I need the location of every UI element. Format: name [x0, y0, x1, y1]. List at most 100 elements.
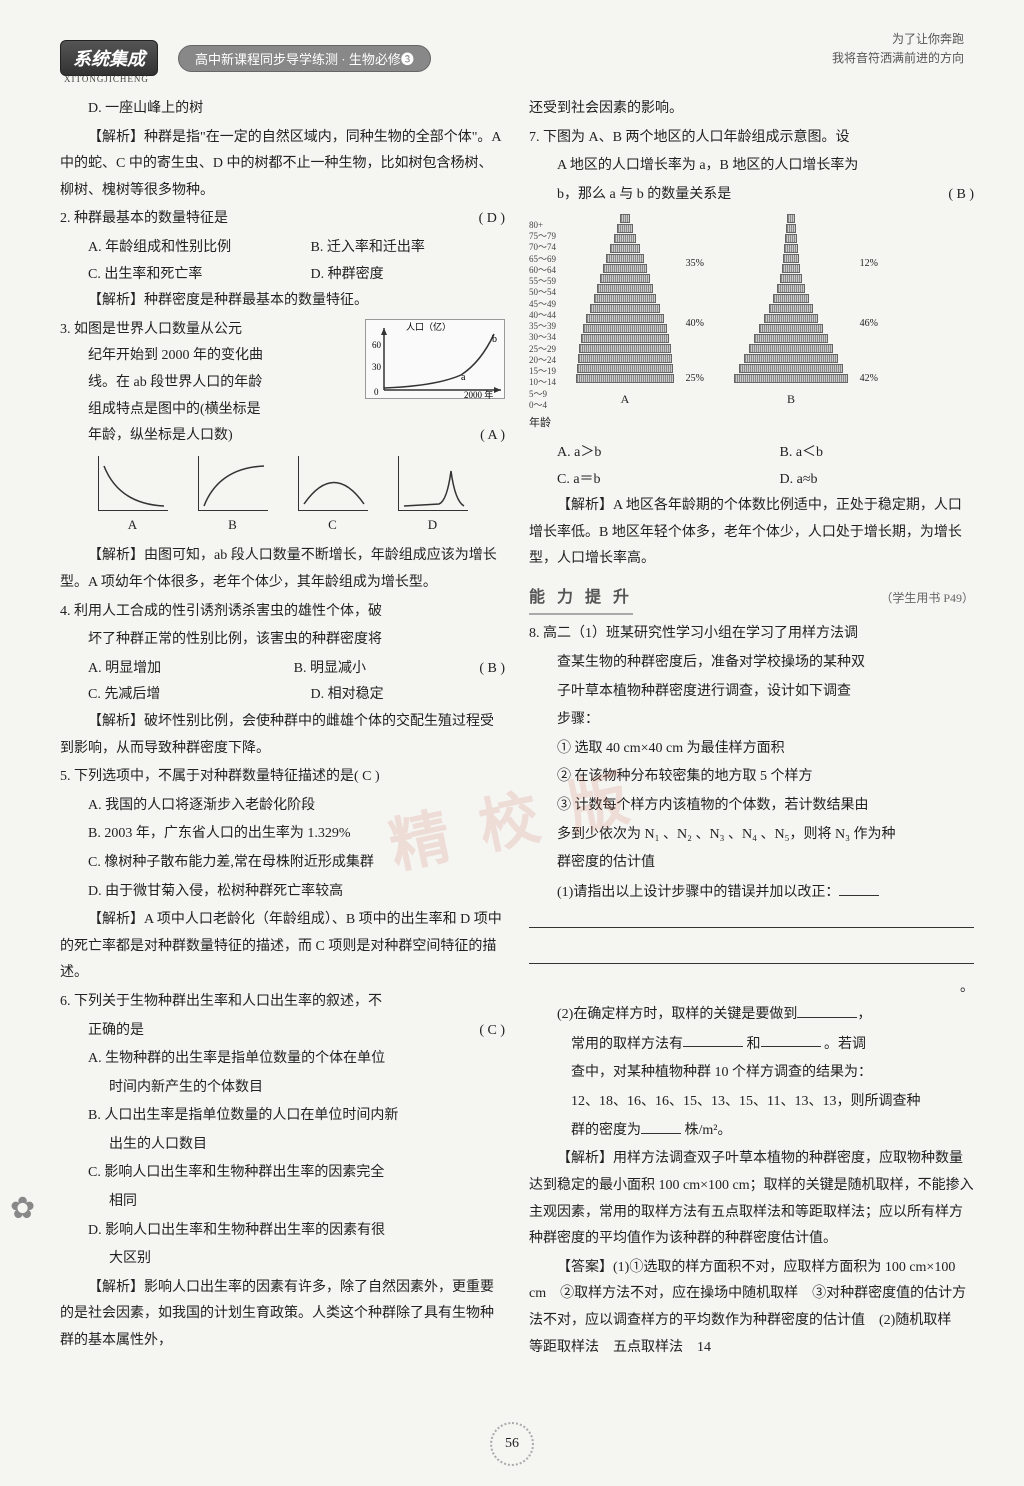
q2-answer: ( D ) — [479, 206, 505, 233]
blank-line-1 — [529, 908, 974, 928]
q2-row2: C. 出生率和死亡率 D. 种群密度 — [60, 262, 505, 289]
q2-explanation: 【解析】种群密度是种群最基本的数量特征。 — [60, 288, 505, 315]
subtitle-pill: 高中新课程同步导学练测 · 生物必修❸ — [178, 45, 431, 72]
q6-answer: ( C ) — [451, 1018, 505, 1045]
q4-b: B. 明显减小 — [266, 656, 472, 683]
q5-a: A. 我国的人口将逐渐步入老龄化阶段 — [60, 793, 505, 820]
q3-l5-text: 年龄，纵坐标是人口数) — [88, 428, 233, 443]
q8-sub2-l4: 12、18、16、16、15、13、15、11、13、13，则所调查种 — [529, 1089, 974, 1116]
q8-sub1: (1)请指出以上设计步骤中的错误并加以改正： — [529, 879, 974, 906]
q5-b: B. 2003 年，广东省人口的出生率为 1.329% — [60, 821, 505, 848]
q7-explanation: 【解析】A 地区各年龄期的个体数比例适中，正处于稳定期，人口增长率低。B 地区年… — [529, 493, 974, 573]
q8-s3-3: 群密度的估计值 — [529, 850, 974, 877]
chart-svg: 60 30 0 a b 2000 年 人口（亿） — [366, 320, 506, 400]
q8-s1: ① 选取 40 cm×40 cm 为最佳样方面积 — [529, 736, 974, 763]
sub2-1: (2)在确定样方时，取样的关键是要做到 — [557, 1007, 797, 1022]
q8-sub2-l5: 群的密度为 株/m²。 — [529, 1117, 974, 1144]
logo-main: 系统集成 — [73, 49, 145, 69]
blank-line-2 — [529, 944, 974, 964]
motto: 为了让你奔跑 我将音符洒满前进的方向 — [832, 30, 964, 68]
q7-answer: ( B ) — [920, 182, 974, 209]
motto-line1: 为了让你奔跑 — [832, 30, 964, 49]
q6-cont: 还受到社会因素的影响。 — [529, 96, 974, 123]
q8-l4: 步骤： — [529, 707, 974, 734]
pyr-a-top: 35% — [686, 254, 704, 273]
sub2-3: 和 — [747, 1036, 761, 1051]
q4-row1: A. 明显增加 B. 明显减小 — [60, 656, 471, 683]
q3-explanation: 【解析】由图可知，ab 段人口数量不断增长，年龄组成应该为增长型。A 项幼年个体… — [60, 543, 505, 596]
svg-text:b: b — [492, 334, 497, 345]
q6-explanation: 【解析】影响人口出生率的因素有许多，除了自然因素外，更重要的是社会因素，如我国的… — [60, 1275, 505, 1355]
q8-sub2-l3: 查中，对某种植物种群 10 个样方调查的结果为： — [529, 1060, 974, 1087]
pyr-a-caption: A — [576, 388, 674, 411]
q7-b: B. a＜b — [752, 440, 975, 467]
curve-c: C — [298, 456, 368, 538]
q4-l1: 4. 利用人工合成的性引诱剂诱杀害虫的雄性个体，破 — [60, 599, 505, 626]
q2-stem: 2. 种群最基本的数量特征是 ( D ) — [60, 206, 505, 233]
q1-opt-d: D. 一座山峰上的树 — [60, 96, 505, 123]
q6-d: D. 影响人口出生率和生物种群出生率的因素有很 — [60, 1218, 505, 1245]
q6-l2: 正确的是 ( C ) — [60, 1018, 505, 1045]
q4-l2: 坏了种群正常的性别比例，该害虫的种群密度将 — [60, 627, 505, 654]
q4-answer: ( B ) — [479, 656, 505, 683]
q6-l2-text: 正确的是 — [88, 1023, 144, 1038]
page-header: 系统集成 XITONGJICHENG 高中新课程同步导学练测 · 生物必修❸ 为… — [60, 40, 974, 76]
q2-row1: A. 年龄组成和性别比例 B. 迁入率和迁出率 — [60, 235, 505, 262]
page-number: 56 — [490, 1422, 534, 1466]
sub2-4: 。若调 — [824, 1036, 866, 1051]
q4-l2-text: 坏了种群正常的性别比例，该害虫的种群密度将 — [88, 632, 382, 647]
q4-explanation: 【解析】破坏性别比例，会使种群中的雌雄个体的交配生殖过程受到影响，从而导致种群密… — [60, 709, 505, 762]
q5-d: D. 由于微甘菊入侵，松树种群死亡率较高 — [60, 879, 505, 906]
left-column: D. 一座山峰上的树 【解析】种群是指"在一定的自然区域内，同种生物的全部个体"… — [60, 96, 505, 1363]
q6-a: A. 生物种群的出生率是指单位数量的个体在单位 — [60, 1046, 505, 1073]
age-axis: 80+75～7970～7465～6960～6455～5950～5445～4940… — [529, 220, 556, 411]
q6-d2: 大区别 — [60, 1246, 505, 1273]
q8-s2: ② 在该物种分布较密集的地方取 5 个样方 — [529, 764, 974, 791]
pyramid-a — [576, 214, 674, 384]
q2-text: 2. 种群最基本的数量特征是 — [60, 211, 228, 226]
svg-text:2000 年: 2000 年 — [464, 389, 493, 400]
pyramid-chart: 80+75～7970～7465～6960～6455～5950～5445～4940… — [529, 214, 974, 411]
q2-b: B. 迁入率和迁出率 — [283, 235, 506, 262]
q3-l5: 年龄，纵坐标是人口数) ( A ) — [60, 423, 505, 450]
q4-row2: C. 先减后增 D. 相对稳定 — [60, 682, 505, 709]
q8-s3-2: 多到少依次为 N₁ 、N₂ 、N₃ 、N₄ 、N₅，则将 N₃ 作为种 — [529, 822, 974, 849]
q1-explanation: 【解析】种群是指"在一定的自然区域内，同种生物的全部个体"。A 中的蛇、C 中的… — [60, 125, 505, 205]
q4-a: A. 明显增加 — [60, 656, 266, 683]
curve-a: A — [98, 456, 168, 538]
q3-answer: ( A ) — [452, 423, 505, 450]
q6-l1: 6. 下列关于生物种群出生率和人口出生率的叙述，不 — [60, 989, 505, 1016]
q3-block: 60 30 0 a b 2000 年 人口（亿） 3. 如图是世界人口数量从公元… — [60, 317, 505, 450]
pyramid-b-wrap: 12% 46% 42% B — [734, 214, 848, 411]
q8-l3: 子叶草本植物种群密度进行调查，设计如下调查 — [529, 679, 974, 706]
curve-b: B — [198, 456, 268, 538]
population-chart: 60 30 0 a b 2000 年 人口（亿） — [365, 319, 505, 399]
logo-box: 系统集成 — [60, 40, 158, 76]
svg-text:30: 30 — [372, 362, 382, 372]
pyr-b-top: 12% — [860, 254, 878, 273]
q6-c2: 相同 — [60, 1189, 505, 1216]
q8-sub2-l1: (2)在确定样方时，取样的关键是要做到， — [529, 1001, 974, 1028]
q8-answer: 【答案】(1)①选取的样方面积不对，应取样方面积为 100 cm×100 cm … — [529, 1255, 974, 1361]
curve-d: D — [398, 456, 468, 538]
q8-l2: 查某生物的种群密度后，准备对学校操场的某种双 — [529, 650, 974, 677]
section-title: 能 力 提 升 — [529, 583, 633, 615]
floral-icon: ✿ — [10, 1191, 35, 1226]
svg-text:人口（亿）: 人口（亿） — [406, 321, 451, 332]
svg-text:a: a — [461, 372, 466, 383]
q7-a: A. a＞b — [529, 440, 752, 467]
q4-d: D. 相对稳定 — [283, 682, 506, 709]
q8-l1: 8. 高二（1）班某研究性学习小组在学习了用样方法调 — [529, 621, 974, 648]
content-columns: D. 一座山峰上的树 【解析】种群是指"在一定的自然区域内，同种生物的全部个体"… — [60, 96, 974, 1363]
q6-b: B. 人口出生率是指单位数量的人口在单位时间内新 — [60, 1103, 505, 1130]
pyr-b-bot: 42% — [860, 369, 878, 388]
pyr-b-caption: B — [734, 388, 848, 411]
q7-c: C. a＝b — [529, 467, 752, 494]
svg-text:0: 0 — [374, 387, 379, 397]
q2-d: D. 种群密度 — [283, 262, 506, 289]
q7-l3-text: b，那么 a 与 b 的数量关系是 — [557, 187, 731, 202]
logo-pinyin: XITONGJICHENG — [64, 74, 149, 84]
q5-c: C. 橡树种子散布能力差,常在母株附近形成集群 — [60, 850, 505, 877]
pyramid-b — [734, 214, 848, 384]
q8-s3-1: ③ 计数每个样方内该植物的个体数，若计数结果由 — [529, 793, 974, 820]
